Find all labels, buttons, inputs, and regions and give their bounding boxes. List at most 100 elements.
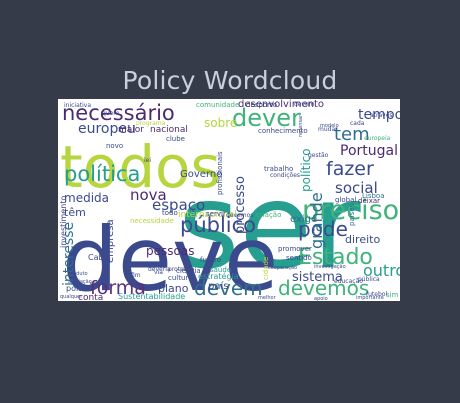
wordcloud-panel: ser deve todos dever preciso necessário políti… [58, 99, 400, 301]
word-29: direito [345, 233, 380, 246]
word-26: político [299, 148, 313, 192]
word-71: iniciativa [64, 102, 91, 109]
word-41: nacional [150, 125, 188, 135]
word-59: comunidade [196, 101, 239, 109]
word-39: internacional [178, 210, 237, 220]
word-43: estratégia [198, 271, 239, 281]
word-37: investimento [59, 196, 68, 248]
word-10: forma [90, 277, 146, 299]
word-40: maior [118, 125, 144, 135]
word-20: grande [307, 192, 326, 249]
word-90: produto [68, 271, 88, 277]
word-60: conhecimento [258, 127, 308, 135]
word-53: ciência [176, 267, 201, 275]
word-38: país [208, 280, 228, 292]
word-23: outro [363, 261, 400, 280]
word-31: exige [290, 214, 317, 225]
word-3: dever [232, 104, 301, 132]
word-19: espaço [152, 196, 205, 214]
word-17: social [335, 179, 378, 197]
word-72: programa [136, 120, 166, 127]
word-52: cidade [262, 257, 270, 280]
word-97: apoio [314, 296, 328, 301]
word-92: regra [90, 281, 103, 287]
word-54: Lisboa [362, 192, 385, 200]
word-30: têm [64, 206, 86, 219]
chart-title: Policy Wordcloud [122, 66, 338, 95]
word-91: avaliação [68, 279, 92, 285]
word-7: devem [194, 276, 263, 300]
word-27: pessoas [146, 244, 194, 258]
word-74: lei [144, 157, 151, 164]
word-35: Governo [180, 169, 222, 180]
word-83: mudar [318, 126, 338, 133]
word-4: preciso [302, 195, 399, 226]
word-9: Estado [298, 245, 373, 270]
word-73: quem [102, 110, 119, 117]
word-21: nova [130, 186, 167, 204]
word-64: promover [278, 245, 312, 253]
word-33: plano [158, 282, 189, 295]
word-34: desenvolvimento [238, 99, 324, 110]
word-65: sentido [286, 254, 312, 262]
word-96: repensar [298, 114, 304, 137]
word-55: trabalho [264, 165, 293, 173]
word-58: deixar [358, 197, 380, 205]
word-89: deveria [148, 266, 171, 273]
word-94: investigação [314, 264, 346, 270]
word-88: proteção [168, 266, 195, 273]
word-28: medida [64, 191, 109, 205]
word-15: tempo [358, 107, 400, 123]
word-78: através [370, 112, 393, 119]
word-25: processo [233, 176, 248, 234]
word-98: sim [386, 291, 399, 299]
word-62: servir [206, 210, 226, 218]
word-80: importante [356, 295, 384, 301]
word-24: interesse [61, 222, 77, 286]
word-51: necessidade [130, 217, 174, 225]
word-84: gestão [308, 152, 329, 159]
word-76: via [154, 269, 163, 276]
word-50: saúde [210, 266, 231, 274]
word-77: cada [350, 120, 365, 127]
word-44: conta [78, 293, 103, 301]
word-12: pode [298, 217, 348, 241]
word-79: devem [294, 101, 315, 108]
word-49: cultura [168, 274, 193, 282]
word-99: países [348, 203, 356, 226]
word-11: público [180, 213, 256, 237]
word-56: todo [162, 209, 178, 217]
word-36: empresa [105, 219, 116, 263]
word-16: europeu [78, 121, 136, 137]
word-0: ser [178, 157, 361, 295]
word-95: modelo [320, 123, 339, 129]
word-82: futebol [366, 291, 387, 298]
word-61: clube [166, 135, 185, 143]
word-46: Cabe [88, 253, 109, 262]
word-32: sobre [204, 116, 237, 130]
word-14: tem [334, 124, 370, 145]
word-8: devemos [278, 276, 369, 300]
word-42: Sustentabilidade [118, 292, 185, 301]
word-85: condições [270, 172, 300, 179]
word-13: fazer [326, 158, 374, 180]
word-81: educação [334, 278, 363, 285]
word-1: deve [62, 208, 278, 301]
word-18: Portugal [340, 143, 398, 159]
word-70: pública [358, 276, 380, 283]
word-87: melhor [258, 295, 277, 301]
word-63: devemos [226, 212, 253, 219]
word-86: cooperação [268, 265, 297, 271]
word-47: futuro [200, 256, 221, 264]
word-66: criação [256, 211, 281, 219]
word-57: global [335, 196, 356, 204]
word-45: pois [66, 284, 82, 293]
word-2: todos [60, 133, 221, 201]
word-67: profissionais [216, 151, 224, 195]
word-93: qualquer [60, 294, 83, 300]
word-68: desporto [246, 101, 277, 109]
word-6: política [64, 162, 140, 186]
word-69: europeia [364, 135, 391, 142]
word-22: sistema [292, 270, 343, 285]
